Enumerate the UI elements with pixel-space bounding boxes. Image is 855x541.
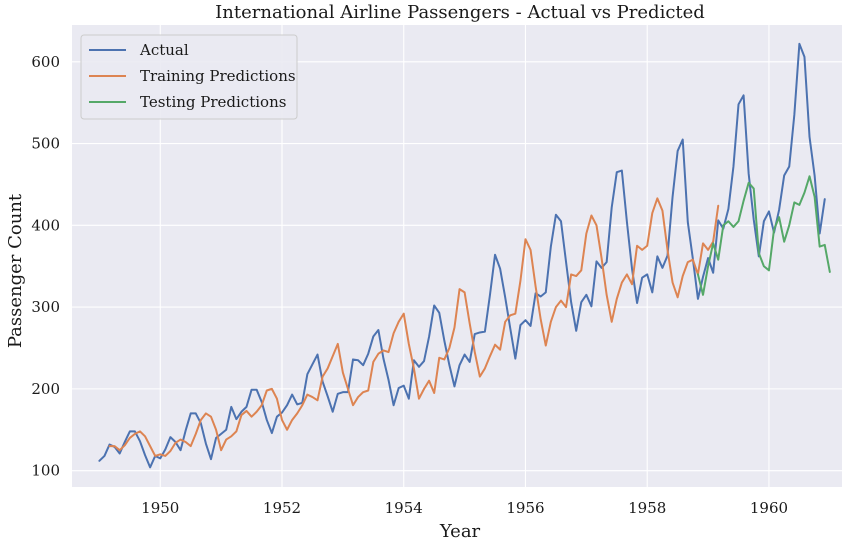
series-lines (98, 42, 831, 469)
x-tick-label: 1958 (628, 499, 666, 517)
series-line-training-predictions (108, 197, 720, 457)
x-tick-label: 1950 (141, 499, 179, 517)
legend-label: Training Predictions (140, 67, 296, 85)
legend-frame (80, 34, 298, 120)
y-axis-ticks: 100 200 300 400 500 600 (31, 53, 60, 480)
series-line-testing-predictions (696, 175, 831, 296)
legend-label: Actual (139, 41, 189, 59)
x-tick-label: 1954 (385, 499, 423, 517)
y-tick-label: 200 (31, 380, 60, 398)
y-tick-label: 600 (31, 53, 60, 71)
x-tick-label: 1952 (263, 499, 301, 517)
y-tick-label: 500 (31, 135, 60, 153)
chart-title: International Airline Passengers - Actua… (215, 2, 705, 23)
y-axis-label: Passenger Count (5, 193, 26, 348)
series-line-actual (98, 42, 826, 469)
legend: Actual Training Predictions Testing Predic… (80, 34, 298, 120)
x-tick-label: 1956 (506, 499, 544, 517)
x-axis-label: Year (439, 521, 481, 541)
grid-lines (72, 25, 842, 487)
y-tick-label: 300 (31, 298, 60, 316)
x-axis-ticks: 1950 1952 1954 1956 1958 1960 (141, 499, 788, 517)
y-tick-label: 100 (31, 462, 60, 480)
legend-label: Testing Predictions (140, 93, 286, 111)
x-tick-label: 1960 (750, 499, 788, 517)
y-tick-label: 400 (31, 216, 60, 234)
